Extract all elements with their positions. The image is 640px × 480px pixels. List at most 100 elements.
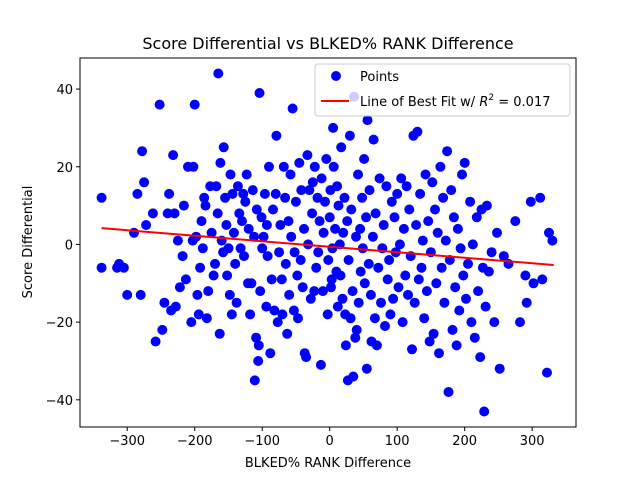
data-point: [309, 286, 320, 297]
data-point: [247, 185, 258, 196]
data-point: [178, 200, 189, 211]
data-point: [256, 212, 267, 223]
data-point: [386, 196, 397, 207]
data-point: [278, 161, 289, 172]
data-point: [434, 348, 444, 359]
data-point: [275, 220, 286, 230]
data-point: [435, 161, 446, 172]
data-point: [467, 239, 478, 250]
data-point: [195, 262, 206, 273]
data-point: [486, 247, 497, 258]
data-point: [280, 192, 291, 203]
data-point: [364, 185, 375, 196]
data-point: [168, 150, 179, 161]
data-point: [404, 204, 415, 215]
data-point: [351, 231, 361, 242]
data-point: [345, 313, 356, 324]
data-point: [222, 270, 233, 281]
data-point: [492, 227, 502, 238]
data-point: [262, 251, 273, 262]
data-point: [318, 227, 329, 238]
data-point: [297, 282, 308, 293]
data-point: [314, 216, 325, 227]
data-point: [362, 115, 373, 126]
data-point: [299, 223, 309, 234]
data-point: [313, 247, 324, 258]
data-point: [221, 220, 232, 230]
data-point: [365, 289, 376, 300]
data-point: [224, 289, 235, 300]
data-point: [215, 157, 226, 168]
data-point: [392, 188, 403, 199]
data-point: [139, 177, 150, 188]
data-point: [169, 208, 180, 219]
data-point: [489, 317, 500, 328]
data-point: [459, 157, 470, 168]
data-point: [323, 255, 334, 265]
data-point: [240, 196, 251, 207]
x-axis-label: BLKED% RANK Difference: [245, 456, 411, 471]
data-point: [288, 305, 299, 316]
data-point: [481, 200, 492, 211]
data-point: [424, 336, 435, 347]
data-point: [276, 274, 287, 285]
y-tick-label: 40: [56, 83, 73, 98]
data-point: [266, 274, 277, 285]
data-point: [388, 293, 399, 304]
data-point: [96, 262, 107, 273]
data-point: [367, 231, 378, 242]
data-point: [421, 286, 432, 297]
data-point: [457, 169, 467, 180]
data-point: [480, 301, 491, 312]
x-tick-label: 300: [520, 434, 545, 449]
data-point: [450, 282, 461, 293]
data-point: [342, 216, 353, 227]
data-point: [227, 188, 238, 199]
data-point: [294, 157, 305, 168]
data-point: [520, 270, 531, 281]
data-point: [350, 332, 361, 343]
data-point: [280, 258, 291, 269]
data-point: [337, 293, 348, 304]
data-point: [257, 243, 268, 254]
data-point: [338, 227, 349, 238]
data-point: [289, 247, 300, 258]
x-tick-label: 200: [452, 434, 477, 449]
data-point: [196, 216, 207, 227]
data-point: [409, 297, 420, 308]
data-point: [258, 231, 269, 242]
data-point: [475, 352, 486, 363]
data-point: [277, 309, 288, 320]
data-point: [261, 301, 272, 312]
data-point: [332, 181, 343, 192]
data-point: [438, 192, 449, 203]
data-point: [157, 324, 168, 335]
data-point: [147, 208, 158, 219]
data-point: [172, 235, 183, 246]
data-point: [237, 216, 247, 227]
fit-line-layer: [101, 227, 554, 267]
data-point: [316, 173, 327, 184]
data-point: [213, 68, 224, 79]
data-point: [118, 262, 129, 273]
data-point: [193, 309, 204, 320]
data-point: [132, 188, 143, 199]
data-point: [287, 103, 298, 114]
legend-fit-label: Line of Best Fit w/ R2 = 0.017: [360, 93, 550, 110]
x-tick-label: −100: [244, 434, 280, 449]
data-point: [344, 130, 355, 141]
data-point: [411, 220, 422, 230]
data-point: [393, 282, 404, 293]
y-tick-label: 20: [56, 161, 73, 176]
data-point: [192, 289, 203, 300]
data-point: [304, 185, 315, 196]
data-point: [259, 188, 270, 199]
best-fit-line: [101, 227, 554, 267]
y-axis-label: Score Differential: [21, 186, 36, 299]
data-point: [448, 212, 459, 223]
data-point: [431, 278, 442, 289]
data-point: [243, 223, 254, 234]
data-point: [253, 356, 264, 366]
data-point: [246, 278, 257, 289]
